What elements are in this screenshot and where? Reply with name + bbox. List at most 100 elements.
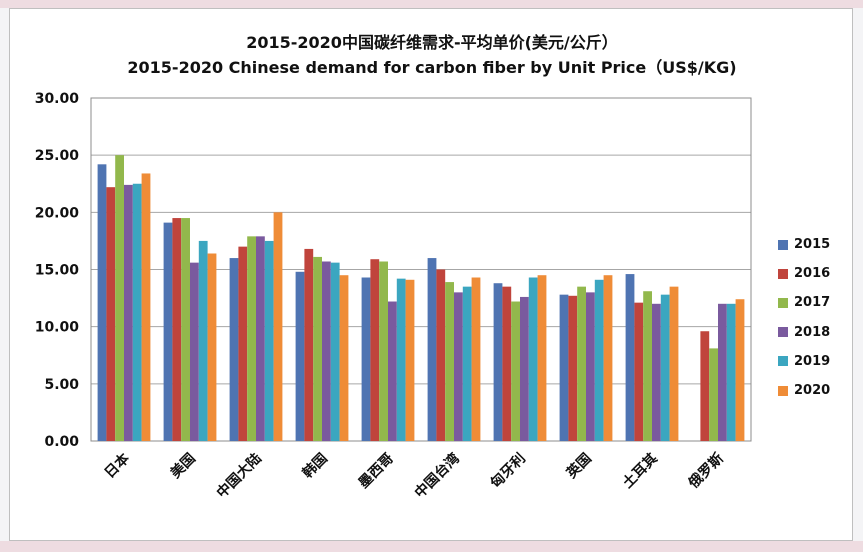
bar-2017-6 (511, 301, 520, 441)
legend-swatch (778, 297, 788, 308)
x-category-label: 美国 (167, 450, 199, 482)
bar-2020-8 (669, 286, 679, 441)
legend-label: 2019 (794, 353, 831, 369)
bar-2015-2 (229, 258, 239, 441)
bar-2018-9 (718, 303, 727, 441)
bar-2016-1 (172, 218, 182, 441)
legend-swatch (778, 327, 788, 338)
y-tick-label: 0.00 (44, 434, 79, 450)
legend-swatch (778, 356, 788, 367)
bar-2015-5 (427, 258, 437, 441)
x-category-label: 中国大陆 (213, 450, 265, 502)
bar-2019-7 (594, 279, 604, 441)
bar-2018-5 (454, 292, 463, 441)
plot-area-border (90, 97, 752, 442)
legend-label: 2016 (794, 266, 831, 282)
legend-label: 2017 (794, 295, 831, 311)
legend-label: 2020 (794, 383, 831, 399)
legend-item-2019: 2019 (778, 347, 830, 376)
bar-2020-7 (603, 275, 613, 441)
bar-2018-4 (388, 301, 397, 441)
y-tick-label: 5.00 (44, 377, 79, 393)
bar-2015-1 (163, 222, 173, 441)
x-category-label: 俄罗斯 (684, 450, 726, 492)
legend-item-2017: 2017 (778, 288, 830, 317)
bar-2019-8 (660, 294, 670, 441)
bar-2016-2 (238, 246, 248, 441)
bar-2017-2 (247, 236, 256, 441)
legend-item-2015: 2015 (778, 230, 830, 259)
legend-swatch (778, 385, 788, 396)
y-tick-label: 25.00 (35, 148, 80, 164)
x-category-label: 墨西哥 (356, 451, 397, 492)
bar-2019-0 (132, 183, 142, 441)
chart-title-chinese: 2015-2020中国碳纤维需求-平均单价(美元/公斤） (246, 33, 618, 52)
legend-item-2020: 2020 (778, 376, 830, 405)
bar-2017-1 (181, 218, 190, 441)
bar-2016-0 (106, 187, 116, 441)
bar-2020-6 (537, 275, 547, 441)
y-tick-label: 30.00 (35, 91, 80, 107)
bar-2017-3 (313, 256, 322, 441)
bar-2020-0 (141, 173, 151, 441)
x-category-label: 匈牙利 (487, 450, 529, 492)
bar-2018-2 (256, 236, 265, 441)
bar-2017-9 (709, 348, 718, 441)
x-category-label: 中国台湾 (411, 450, 463, 502)
legend-item-2018: 2018 (778, 318, 830, 347)
bar-2017-0 (115, 155, 124, 441)
bar-2017-8 (643, 291, 652, 441)
x-category-label: 日本 (101, 449, 134, 482)
bar-2018-1 (190, 262, 199, 441)
bar-2019-4 (396, 278, 406, 441)
bar-2019-1 (198, 240, 208, 441)
legend-label: 2018 (794, 324, 831, 340)
y-tick-label: 10.00 (35, 320, 80, 336)
chart-legend: 2015 2016 2017 2018 2019 2020 (778, 230, 830, 405)
bar-2017-5 (445, 282, 454, 441)
bar-2019-5 (462, 286, 472, 441)
x-category-label: 土耳其 (619, 450, 661, 492)
x-category-label: 英国 (562, 450, 595, 483)
bar-2016-7 (568, 295, 578, 441)
bar-2018-0 (124, 184, 133, 442)
chart-panel: 2015-2020中国碳纤维需求-平均单价(美元/公斤） 2015-2020 C… (9, 8, 853, 541)
bar-2019-6 (528, 277, 538, 441)
bar-2020-1 (207, 253, 217, 441)
legend-item-2016: 2016 (778, 259, 830, 288)
legend-swatch (778, 239, 788, 250)
bar-2017-4 (379, 261, 388, 441)
bar-2020-2 (273, 212, 283, 441)
bar-2018-7 (586, 292, 595, 441)
bar-chart: 0.00 5.00 10.00 15.00 20.00 25.00 30.00 日本 美国 中国大… (35, 91, 752, 502)
legend-label: 2015 (794, 237, 831, 253)
bar-2018-6 (520, 296, 529, 441)
y-tick-label: 20.00 (35, 205, 80, 221)
chart-title-english: 2015-2020 Chinese demand for carbon fibe… (127, 58, 737, 77)
bar-2015-7 (559, 294, 569, 441)
bar-2019-9 (726, 303, 736, 441)
bar-2019-3 (330, 262, 340, 441)
bar-2015-8 (625, 274, 635, 441)
bar-2020-9 (735, 299, 745, 441)
bar-2016-4 (370, 259, 380, 441)
bar-2016-5 (436, 269, 446, 441)
bar-2015-3 (295, 271, 305, 441)
bar-2020-5 (471, 277, 481, 441)
bar-2016-8 (634, 302, 644, 441)
bar-2016-3 (304, 248, 314, 441)
x-category-label: 韩国 (299, 450, 331, 482)
bar-2015-6 (493, 283, 503, 441)
bar-2017-7 (577, 286, 586, 441)
legend-swatch (778, 268, 788, 279)
bar-2015-4 (361, 277, 371, 441)
bar-2018-3 (322, 261, 331, 441)
bar-2016-9 (700, 331, 710, 441)
bar-2020-4 (405, 279, 415, 441)
bar-2020-3 (339, 275, 349, 441)
bar-2015-0 (97, 164, 107, 441)
bar-2016-6 (502, 286, 512, 441)
y-tick-label: 15.00 (35, 263, 80, 279)
bar-2019-2 (264, 240, 274, 441)
